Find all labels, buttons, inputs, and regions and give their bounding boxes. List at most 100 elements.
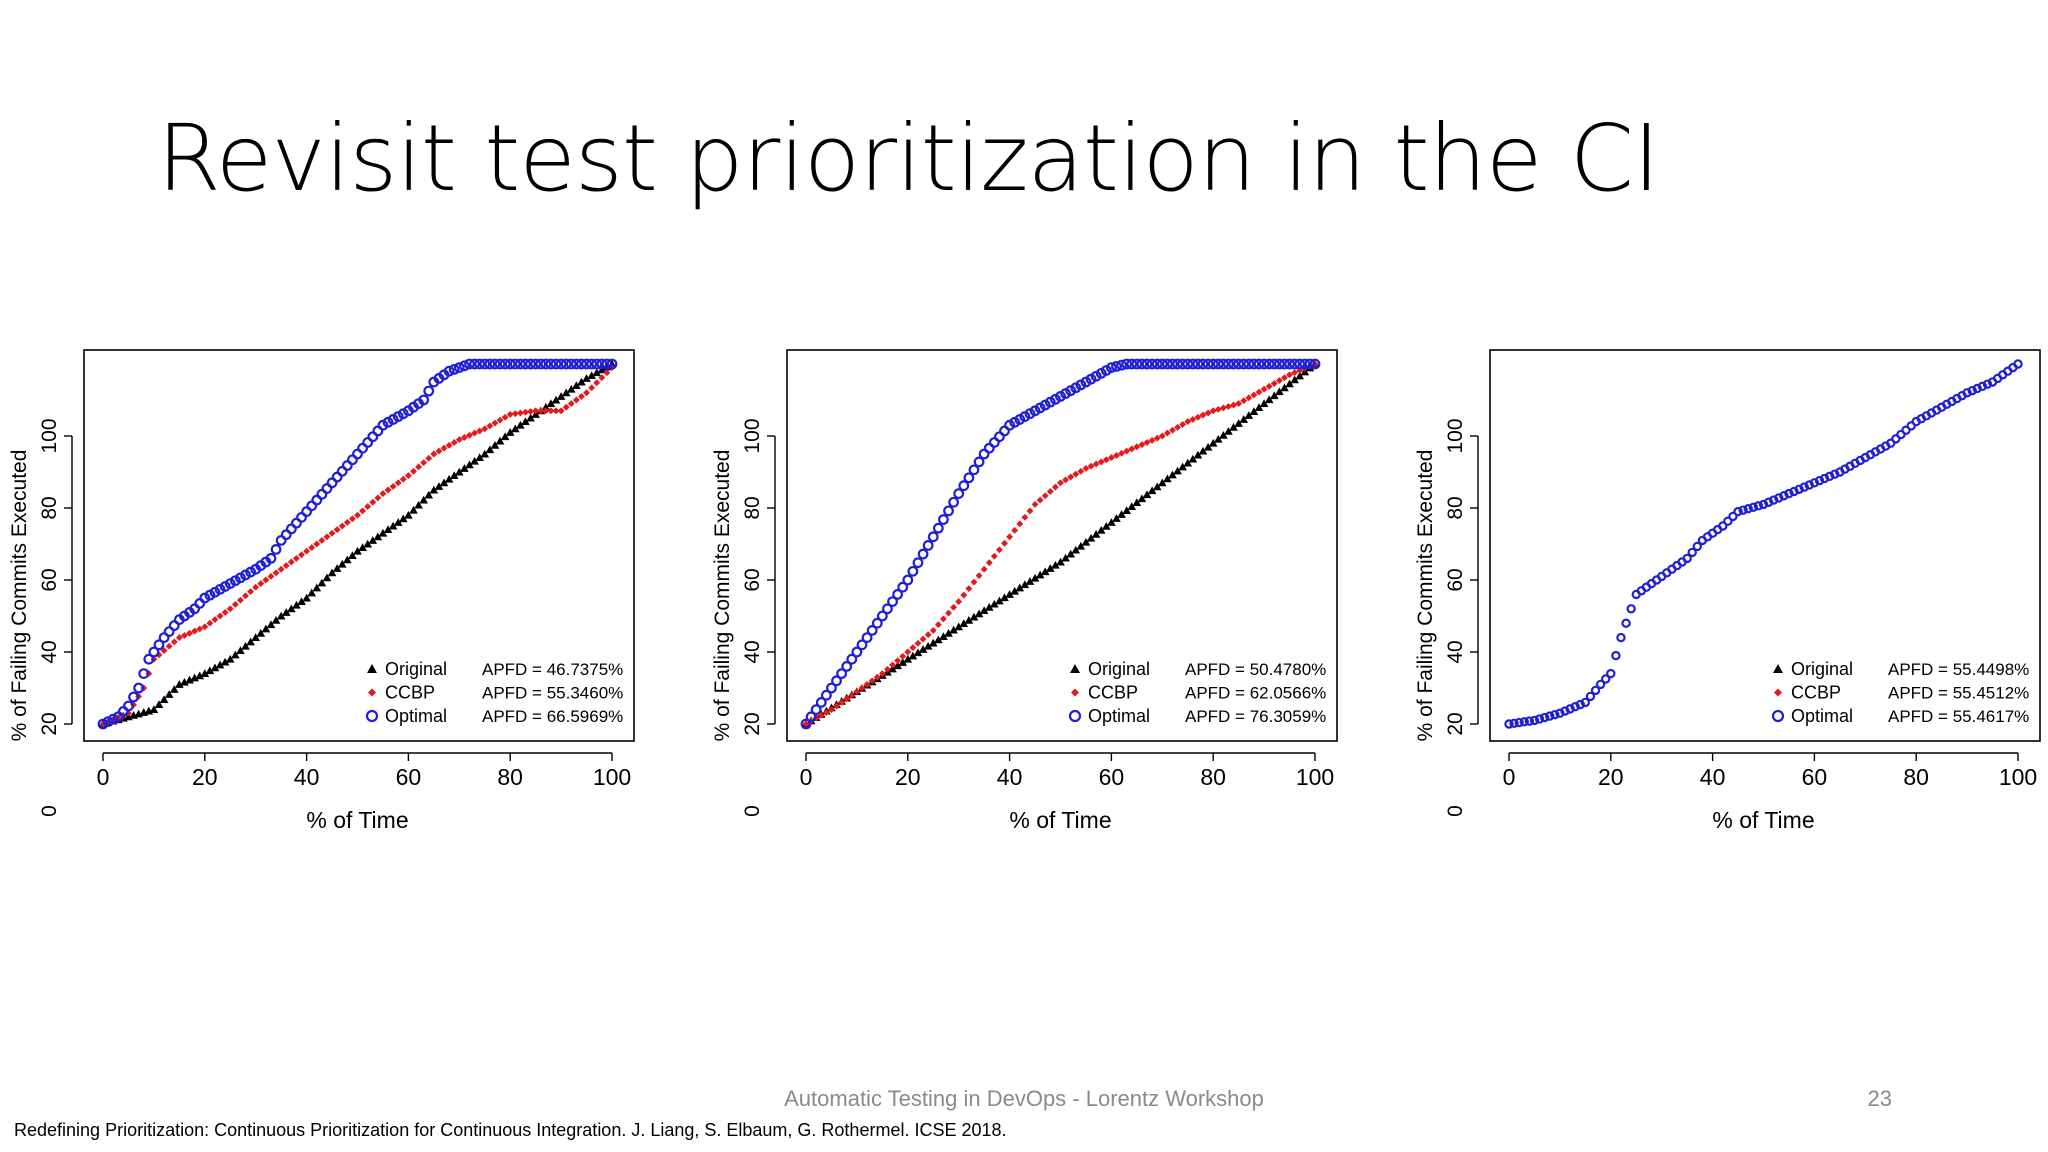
point-ccbp [303,547,311,555]
point-optimal [1733,506,1743,517]
y-tick-label: 100 [741,418,764,453]
point-optimal [423,385,435,397]
point-original [1193,450,1203,459]
y-tick-label: 80 [38,496,61,519]
point-original [1290,375,1299,384]
point-original [1269,391,1279,400]
point-original [271,616,281,624]
point-original [1163,474,1172,483]
point-ccbp [466,431,473,439]
point-optimal [1545,711,1555,721]
point-original [592,368,602,377]
point-optimal [499,358,511,370]
point-original [470,456,479,465]
legend-marker-optimal [1068,709,1082,723]
point-optimal [1539,712,1550,723]
y-tick-label: 100 [38,418,61,453]
point-optimal [1258,358,1270,370]
point-optimal [1967,385,1977,396]
point-ccbp [287,558,295,566]
point-ccbp [1265,382,1273,390]
point-original [1244,411,1254,419]
point-original [225,654,235,663]
point-optimal [1814,475,1825,486]
point-ccbp [1163,429,1171,437]
legend-label-original: Original [1088,659,1150,679]
point-original [449,471,459,480]
point-ccbp [252,583,260,591]
point-ccbp [389,482,397,490]
point-original [363,539,372,548]
point-original [1091,529,1101,538]
point-optimal [270,543,282,555]
point-original [1076,541,1086,550]
legend-apfd-optimal: APFD = 55.4617% [1888,707,2029,726]
point-optimal [922,540,934,551]
point-optimal [958,480,970,492]
point-optimal [591,358,603,370]
point-optimal [1309,358,1321,370]
point-optimal [1289,358,1301,370]
point-optimal [836,668,848,680]
point-optimal [448,364,460,375]
point-original [388,521,398,530]
point-original [1234,419,1243,427]
point-optimal [1197,358,1209,370]
point-original [1142,490,1152,499]
point-original [521,417,530,426]
point-optimal [504,358,516,370]
point-ccbp [359,507,367,515]
legend-background [355,651,633,740]
point-ccbp [567,400,575,408]
point-original [566,384,576,393]
point-ccbp [343,518,351,526]
point-optimal [1799,482,1809,492]
point-ccbp [1011,526,1019,534]
point-original [297,597,306,606]
legend-marker-optimal [1771,709,1785,723]
point-optimal [1977,381,1988,392]
point-original [1112,514,1121,522]
point-original [1127,502,1137,510]
point-optimal [912,557,924,569]
point-ccbp [221,608,229,616]
point-original [1071,545,1081,554]
point-ccbp [1072,470,1080,478]
point-ccbp [191,627,199,635]
point-original [1275,387,1284,396]
point-original [322,573,332,582]
point-optimal [525,358,536,370]
point-optimal [1146,358,1158,370]
point-ccbp [985,559,993,567]
point-ccbp [379,490,387,498]
point-original [964,616,974,624]
point-original [261,624,271,633]
point-original [439,478,449,487]
plot-frame [1489,349,2041,742]
point-ccbp [486,422,494,430]
point-optimal [464,358,475,370]
point-optimal [938,514,949,525]
point-original [205,666,215,675]
point-original [419,495,428,504]
point-ccbp [552,407,560,415]
point-optimal [1223,358,1234,370]
point-ccbp [527,408,534,415]
point-original [944,628,953,637]
point-original [551,395,561,404]
x-tick-label: 60 [1802,764,1828,790]
legend-marker-original [1773,664,1783,673]
legend-label-original: Original [385,659,447,679]
legend-apfd-original: APFD = 50.4780% [1185,660,1326,679]
point-ccbp [216,612,224,620]
point-optimal [1284,358,1295,370]
slide-footer: Automatic Testing in DevOps - Lorentz Wo… [784,1086,1264,1111]
point-optimal [458,360,470,372]
point-original [1213,434,1223,443]
point-ccbp [858,684,866,692]
point-ccbp [603,369,611,377]
point-ccbp [267,572,275,580]
point-original [577,377,586,386]
point-ccbp [1046,488,1054,495]
point-optimal [882,603,893,615]
